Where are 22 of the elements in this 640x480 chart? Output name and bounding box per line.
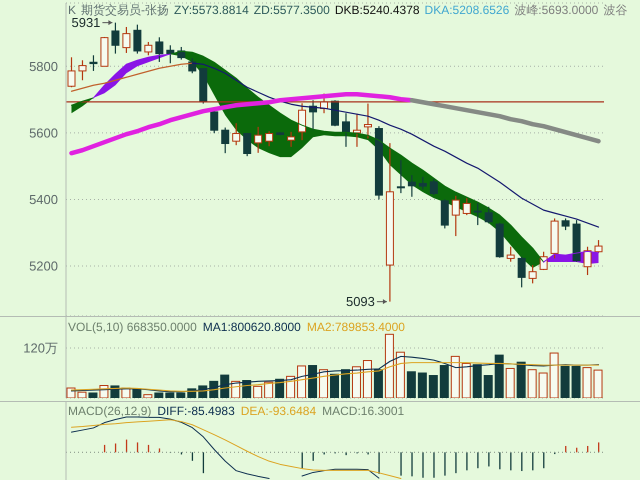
annotation: 波峰:5693.0000 [514,3,598,17]
text: DEA:-93.6484 [240,404,316,418]
y-tick-label: 120万 [23,340,58,356]
y-tick-label: 5800 [29,58,58,74]
annotation: 波谷 [603,3,628,17]
text: MA1:800620.8000 [202,320,301,334]
annotation: DKB:5240.4378 [334,3,420,17]
chart-subtitle: 期货交易员-张扬 [81,3,170,17]
annotation: ZY:5573.8814 [174,3,249,17]
annotation: ZD:5577.3500 [254,3,330,17]
text: MACD:16.3001 [322,404,404,418]
annotation: DKA:5208.6526 [424,3,510,17]
y-tick-label: 5400 [29,192,58,208]
text: 5931 [71,15,100,30]
chart-title: K [68,3,76,17]
y-tick-label: 5200 [29,258,58,274]
text: MA2:789853.4000 [306,320,405,334]
text: 5093 [346,294,375,310]
series-label: DIFF:-85.4983 [157,404,235,418]
y-tick-label: 5600 [29,125,58,140]
chart-title: VOL(5,10) 668350.0000 [68,320,197,334]
chart-title: MACD(26,12,9) [68,404,152,418]
